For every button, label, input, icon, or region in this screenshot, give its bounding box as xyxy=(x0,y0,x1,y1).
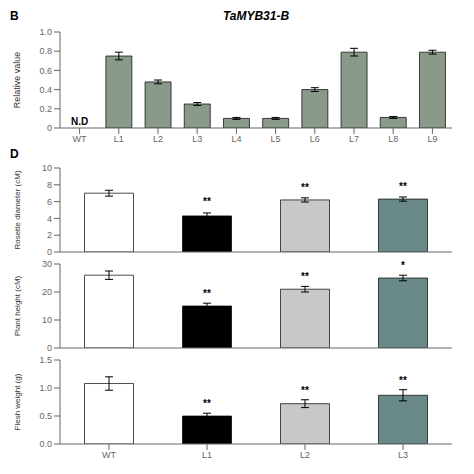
svg-text:L9: L9 xyxy=(427,134,437,144)
svg-text:L1: L1 xyxy=(202,450,212,460)
svg-text:**: ** xyxy=(301,271,309,282)
svg-text:0.6: 0.6 xyxy=(39,66,52,76)
svg-text:N.D: N.D xyxy=(71,116,88,127)
svg-text:Plant height (cM): Plant height (cM) xyxy=(13,275,22,336)
svg-text:6: 6 xyxy=(47,197,52,207)
svg-text:Relative value: Relative value xyxy=(12,52,22,109)
svg-text:L3: L3 xyxy=(398,450,408,460)
html-text:TaMYB31-B: TaMYB31-B xyxy=(222,9,290,23)
svg-text:L1: L1 xyxy=(114,134,124,144)
svg-text:L2: L2 xyxy=(300,450,310,460)
svg-text:L6: L6 xyxy=(310,134,320,144)
svg-text:**: ** xyxy=(203,288,211,299)
svg-text:10: 10 xyxy=(42,163,52,173)
svg-text:10: 10 xyxy=(42,315,52,325)
svg-text:0.5: 0.5 xyxy=(39,411,52,421)
html-text:B: B xyxy=(10,9,19,23)
svg-text:**: ** xyxy=(399,375,407,386)
svg-text:0: 0 xyxy=(47,123,52,133)
svg-text:20: 20 xyxy=(42,287,52,297)
svg-text:**: ** xyxy=(399,181,407,192)
svg-text:Rosette diameter (cM): Rosette diameter (cM) xyxy=(13,170,22,249)
svg-text:1.0: 1.0 xyxy=(39,27,52,37)
svg-text:**: ** xyxy=(203,196,211,207)
svg-text:2: 2 xyxy=(47,230,52,240)
svg-text:L5: L5 xyxy=(271,134,281,144)
svg-text:**: ** xyxy=(203,398,211,409)
svg-text:L2: L2 xyxy=(153,134,163,144)
svg-text:0: 0 xyxy=(47,343,52,352)
svg-text:L7: L7 xyxy=(349,134,359,144)
svg-text:1.0: 1.0 xyxy=(39,383,52,393)
svg-text:4: 4 xyxy=(47,214,52,224)
svg-text:L3: L3 xyxy=(192,134,202,144)
svg-text:0.4: 0.4 xyxy=(39,85,52,95)
svg-text:Flesh weight (g): Flesh weight (g) xyxy=(13,373,22,430)
svg-text:0.2: 0.2 xyxy=(39,104,52,114)
svg-text:L4: L4 xyxy=(231,134,241,144)
svg-text:0.0: 0.0 xyxy=(39,439,52,449)
html-text:D: D xyxy=(10,147,19,161)
svg-text:WT: WT xyxy=(73,134,87,144)
svg-text:**: ** xyxy=(301,385,309,396)
svg-text:8: 8 xyxy=(47,180,52,190)
svg-text:**: ** xyxy=(301,182,309,193)
svg-text:*: * xyxy=(401,260,405,271)
svg-text:L8: L8 xyxy=(388,134,398,144)
svg-text:WT: WT xyxy=(102,450,116,460)
svg-text:1.5: 1.5 xyxy=(39,355,52,365)
svg-text:0: 0 xyxy=(47,247,52,256)
svg-text:30: 30 xyxy=(42,259,52,269)
svg-text:0.8: 0.8 xyxy=(39,46,52,56)
